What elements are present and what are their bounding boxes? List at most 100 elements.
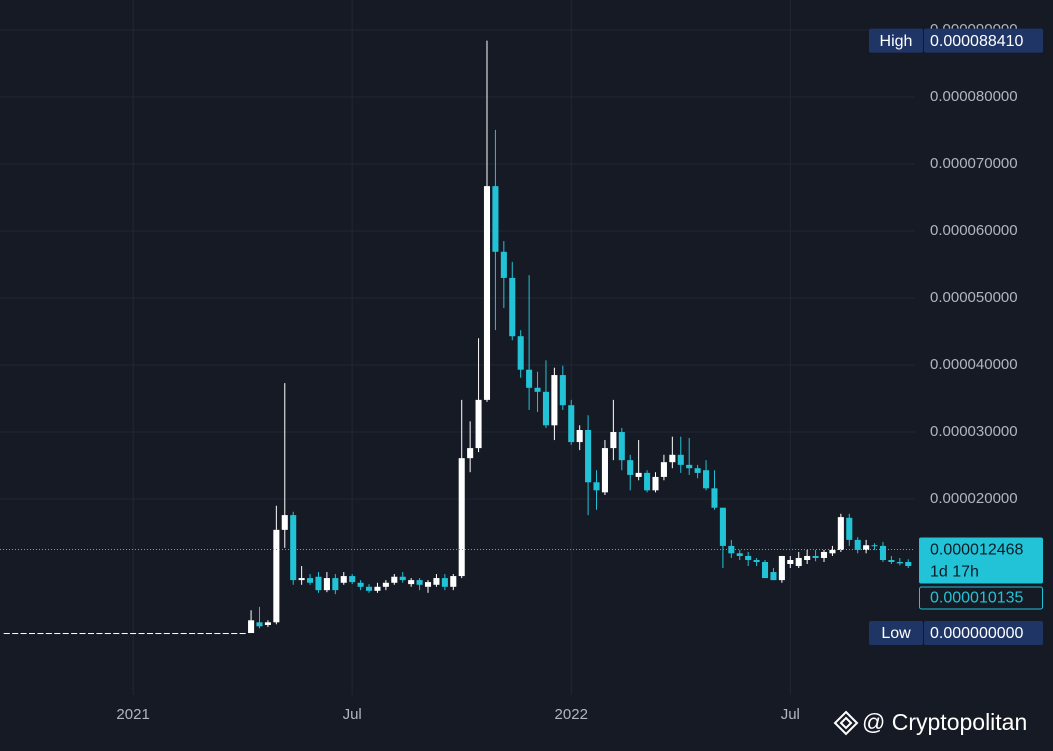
second-price-value: 0.000010135 xyxy=(930,590,1024,607)
candle-body xyxy=(879,545,887,560)
candle-body xyxy=(669,454,676,463)
candle-body xyxy=(382,582,389,587)
x-tick-label: 2021 xyxy=(116,706,149,723)
candle-body xyxy=(37,633,44,635)
watermark-text: @ Cryptopolitan xyxy=(862,709,1027,735)
candle-body xyxy=(273,529,280,623)
candle-body xyxy=(652,476,659,491)
x-tick-label: Jul xyxy=(343,706,362,723)
candle-body xyxy=(416,580,423,585)
candle-body xyxy=(113,633,120,635)
candle-body xyxy=(905,562,912,567)
candle-body xyxy=(205,633,212,635)
candle-body xyxy=(837,517,844,550)
candle-body xyxy=(542,391,549,426)
candle-body xyxy=(307,578,314,583)
low-value-box xyxy=(924,621,1043,646)
last-price-box xyxy=(919,537,1043,584)
candle-body xyxy=(441,578,448,587)
candle-body xyxy=(728,545,735,554)
candle-body xyxy=(391,576,398,583)
candle-body xyxy=(256,622,263,627)
candle-body xyxy=(736,553,743,556)
candle-body xyxy=(846,517,853,540)
candle-body xyxy=(534,387,541,392)
candle-body xyxy=(559,375,566,406)
candle-body xyxy=(551,375,558,426)
candle-body xyxy=(593,482,600,491)
candle-body xyxy=(408,580,415,585)
price-tags: High 0.000088410 Low 0.000000000 0.000012468… xyxy=(869,28,1043,646)
candle-body xyxy=(644,472,651,491)
candle-body xyxy=(248,620,255,634)
candle-body xyxy=(62,633,69,635)
candle-body xyxy=(812,555,819,558)
candle-body xyxy=(483,186,491,400)
candle-body xyxy=(340,576,347,583)
candle-body xyxy=(12,633,19,635)
candle-body xyxy=(138,633,145,635)
watermark-logo xyxy=(833,710,859,736)
candle-body xyxy=(576,430,583,443)
candle-body xyxy=(197,633,204,635)
candle-body xyxy=(424,582,432,587)
candle-body xyxy=(323,578,330,591)
candle-body xyxy=(399,576,406,581)
candle-body xyxy=(854,539,861,550)
y-tick-label: 0.000030000 xyxy=(930,423,1018,440)
candle-body xyxy=(298,578,305,581)
candle-body xyxy=(172,633,179,635)
candle-body xyxy=(761,562,769,579)
low-value: 0.000000000 xyxy=(930,625,1024,642)
candle-body xyxy=(829,549,836,554)
candle-body xyxy=(888,559,895,563)
candle-body xyxy=(711,488,718,508)
candle-body xyxy=(189,633,196,635)
candle-body xyxy=(610,432,617,449)
countdown: 1d 17h xyxy=(930,564,979,581)
candle-body xyxy=(778,555,785,581)
candle-body xyxy=(753,559,760,563)
candle-body xyxy=(770,572,777,581)
candle-body xyxy=(20,633,27,635)
candle-body xyxy=(871,545,878,547)
candle-body xyxy=(660,462,667,477)
candle-body xyxy=(585,430,592,483)
candle-body xyxy=(71,633,78,635)
second-price-box xyxy=(919,586,1043,610)
y-tick-label: 0.000040000 xyxy=(930,356,1018,373)
candle-body xyxy=(896,562,903,564)
candle-body xyxy=(627,460,634,475)
candle-body xyxy=(121,633,128,635)
candle-body xyxy=(96,633,103,635)
y-tick-label: 0.000050000 xyxy=(930,289,1018,306)
candle-body xyxy=(795,557,802,567)
candle-body xyxy=(87,633,95,635)
candle-body xyxy=(349,576,356,583)
candle-body xyxy=(163,633,170,635)
candle-body xyxy=(130,633,137,635)
candle-body xyxy=(357,582,364,587)
candle-body xyxy=(3,633,10,635)
candle-body xyxy=(315,576,322,591)
high-value-box xyxy=(924,28,1043,53)
candle-body xyxy=(677,454,684,465)
axes: 0.000020000 0.000030000 0.000040000 0.00005… xyxy=(0,21,1018,723)
candle-body xyxy=(290,515,297,581)
candle-body xyxy=(104,633,111,635)
candle-body xyxy=(366,586,373,591)
candle-body xyxy=(703,470,710,489)
high-value: 0.000088410 xyxy=(930,33,1024,50)
x-tick-label: 2022 xyxy=(555,706,588,723)
candle-body xyxy=(804,555,811,560)
candle-body xyxy=(45,633,52,635)
candle-body xyxy=(54,633,61,635)
high-tag-text: High xyxy=(880,33,913,50)
candle-body xyxy=(222,633,229,635)
candle-body xyxy=(863,545,870,550)
candle-body xyxy=(264,622,271,625)
candle-body xyxy=(79,633,86,635)
candle-body xyxy=(719,507,726,546)
high-tag-box xyxy=(869,28,923,53)
candle-body xyxy=(450,576,457,587)
